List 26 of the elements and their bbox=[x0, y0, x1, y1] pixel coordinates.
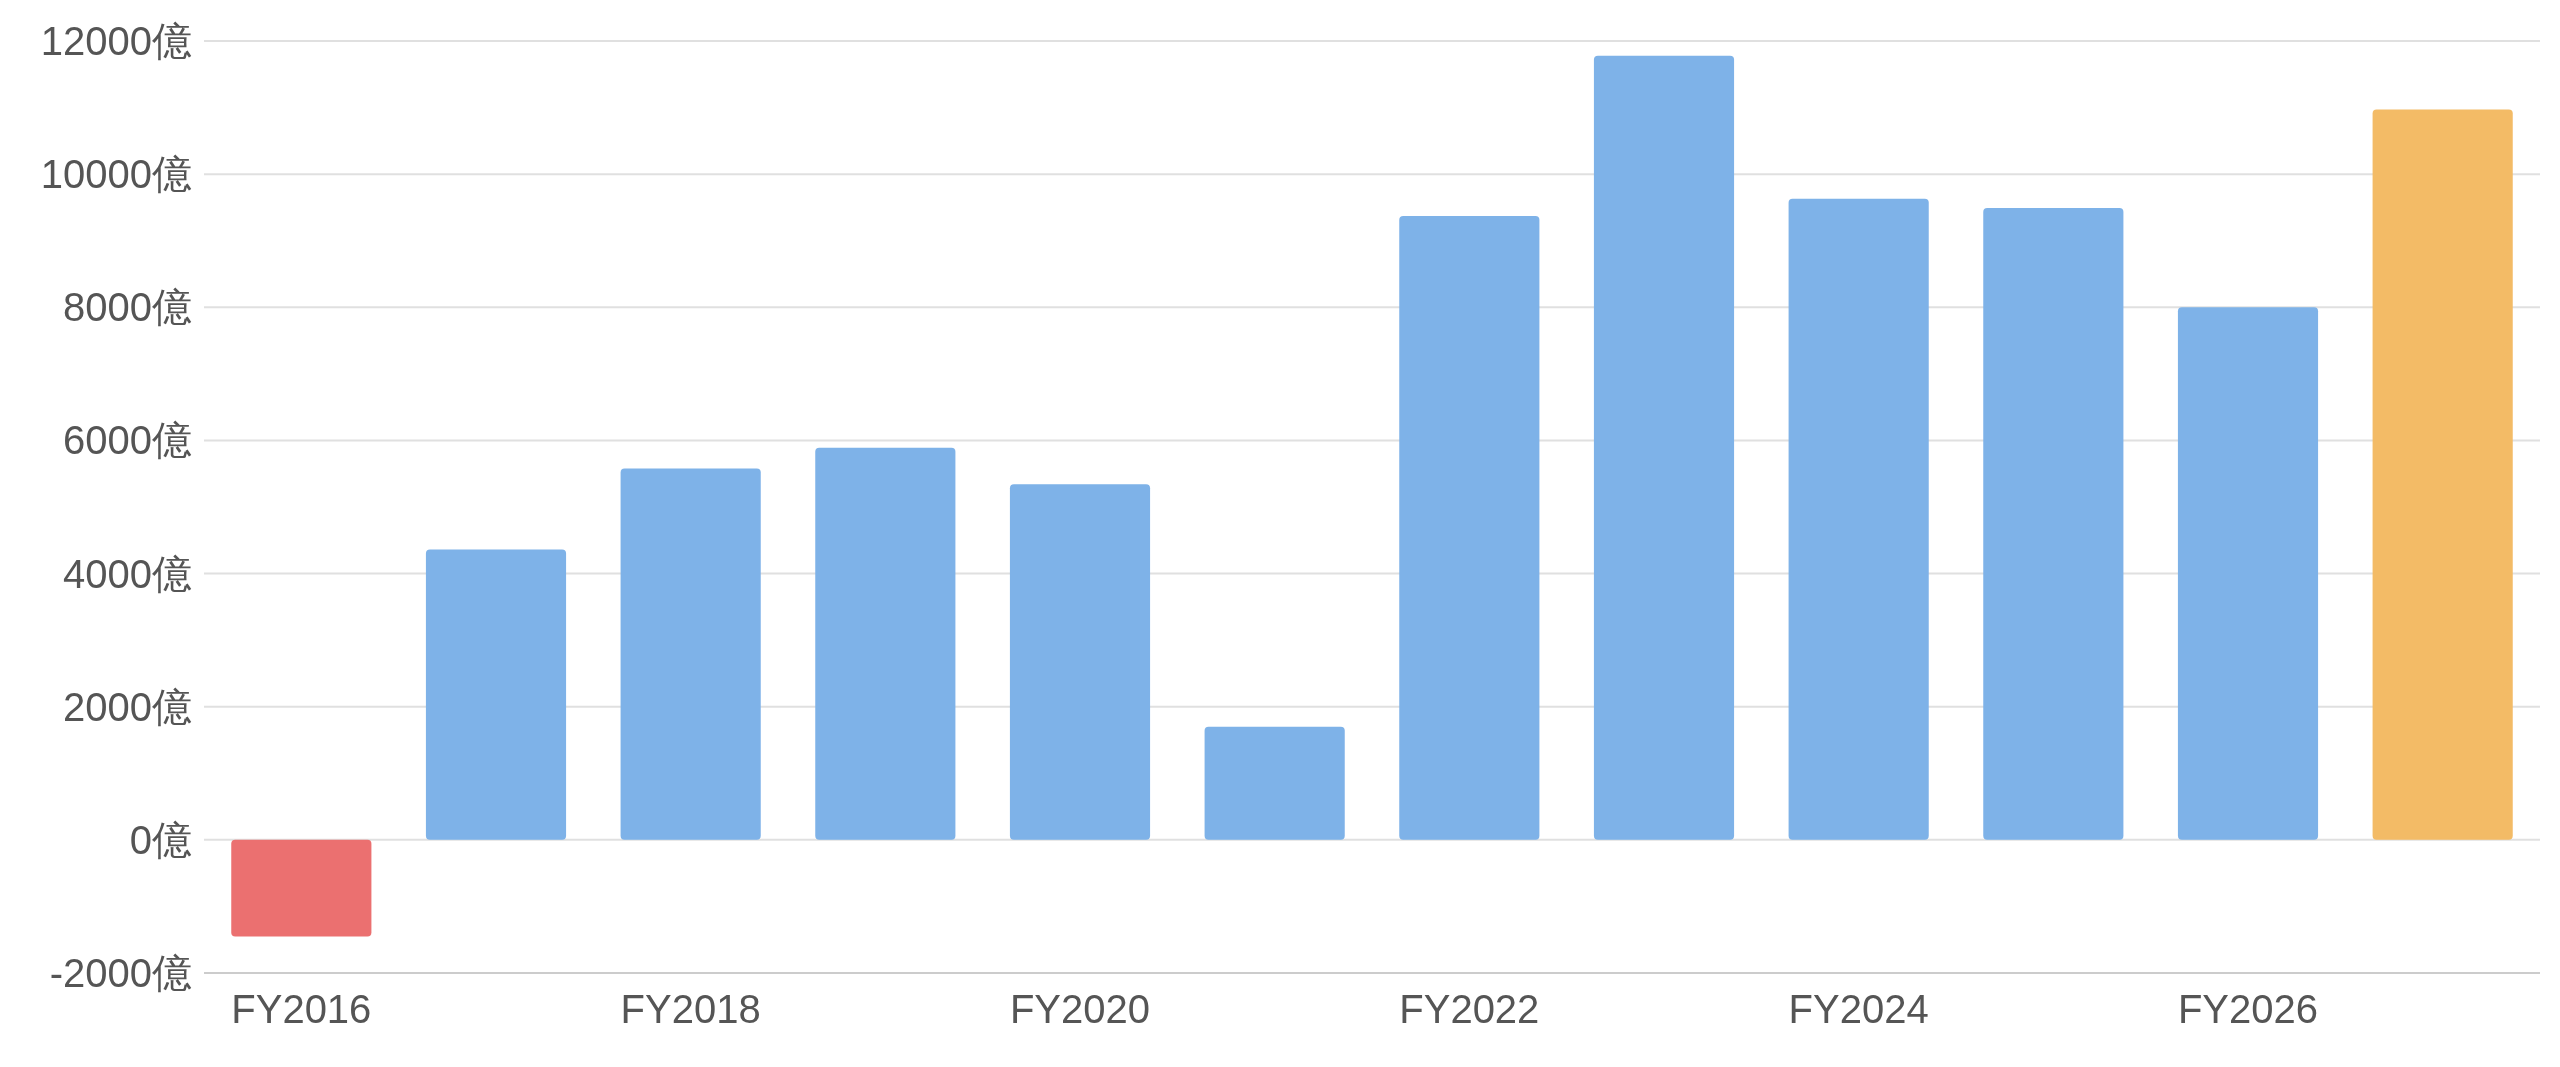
bar bbox=[1399, 216, 1540, 840]
x-tick-label: FY2022 bbox=[1399, 987, 1540, 1031]
bar bbox=[2372, 109, 2513, 840]
x-tick-label: FY2026 bbox=[2177, 987, 2319, 1031]
y-tick-label: 0億 bbox=[129, 817, 192, 862]
bar bbox=[231, 839, 372, 937]
x-tick-label: FY2016 bbox=[231, 987, 372, 1031]
bar bbox=[1788, 198, 1929, 840]
y-tick-label: -2000億 bbox=[49, 951, 192, 995]
y-tick-label: 10000億 bbox=[40, 152, 192, 197]
bar bbox=[1593, 55, 1735, 840]
bar bbox=[1204, 726, 1345, 840]
y-tick-label: 12000億 bbox=[40, 19, 192, 63]
bar bbox=[1983, 208, 2124, 840]
y-tick-label: 6000億 bbox=[63, 418, 192, 463]
y-tick-label: 8000億 bbox=[63, 285, 192, 330]
bar bbox=[815, 447, 956, 840]
bar bbox=[425, 549, 567, 840]
bar bbox=[2177, 307, 2319, 840]
bar bbox=[620, 468, 761, 840]
x-tick-label: FY2024 bbox=[1788, 987, 1929, 1031]
x-tick-label: FY2020 bbox=[1009, 987, 1151, 1031]
y-tick-label: 4000億 bbox=[63, 551, 192, 596]
bar bbox=[1009, 484, 1151, 840]
y-tick-label: 2000億 bbox=[63, 684, 192, 729]
x-tick-label: FY2018 bbox=[620, 987, 761, 1031]
